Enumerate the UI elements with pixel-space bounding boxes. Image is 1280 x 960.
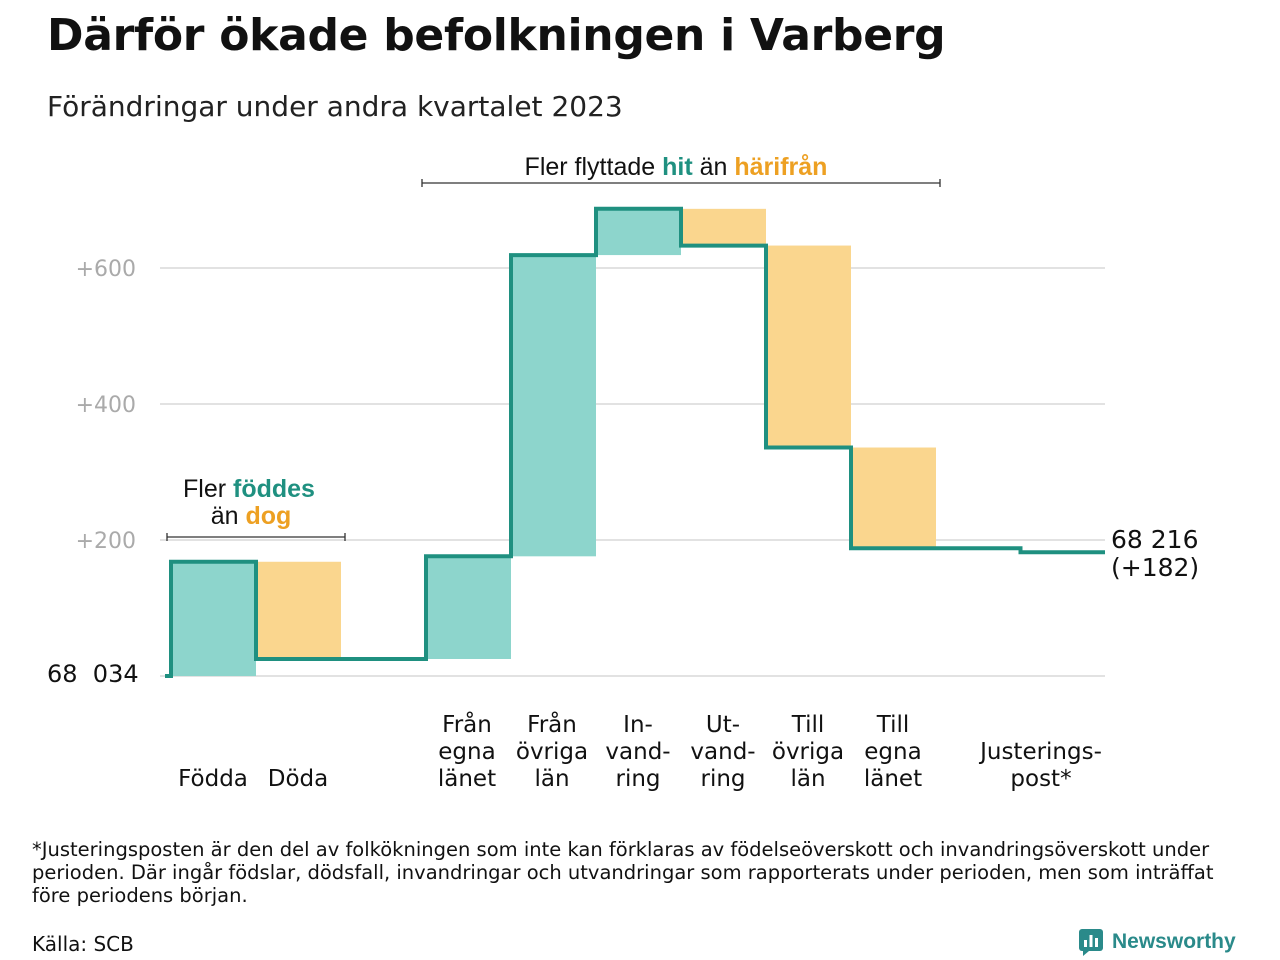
bar-3 — [511, 255, 596, 557]
category-label: län — [534, 766, 569, 792]
category-label: vand- — [690, 739, 755, 765]
base-value-label: 68 034 — [47, 660, 139, 688]
footnote: *Justeringsposten är den del av folkökni… — [32, 838, 1214, 907]
category-labels: Födda DödaFrånegnalänetFrånövrigalänIn-va… — [178, 710, 1102, 792]
bars — [171, 208, 936, 676]
bar-0 — [171, 561, 256, 676]
y-tick-label: +600 — [76, 257, 136, 282]
category-label: Från — [442, 710, 492, 738]
category-label: Till — [876, 712, 910, 738]
category-label: övriga — [772, 739, 844, 765]
annotation-migration: Fler flyttade hit än härifrån — [525, 153, 828, 181]
category-label: Justerings- — [978, 739, 1102, 765]
category-label: Till — [791, 712, 825, 738]
source-note: Källa: SCB — [32, 932, 134, 956]
category-label: Från — [527, 710, 577, 738]
y-tick-labels: +200 +400 +600 — [76, 257, 136, 554]
category-label: vand- — [605, 739, 670, 765]
chart-title: Därför ökade befolkningen i Varberg — [47, 10, 946, 61]
running-total-line — [165, 206, 1105, 678]
annotation-births-line2: än dog — [211, 502, 292, 530]
bar-4 — [596, 208, 681, 256]
category-label: post* — [1010, 766, 1071, 792]
births-bracket — [166, 533, 346, 541]
bar-5 — [681, 208, 766, 246]
category-label: län — [790, 766, 825, 792]
category-label: Ut- — [706, 712, 740, 738]
category-label: Födda — [178, 766, 248, 792]
migration-bracket — [421, 179, 941, 187]
category-label: Döda — [268, 766, 328, 792]
brand-logo[interactable]: Newsworthy — [1078, 928, 1236, 956]
annotation-births-line1: Fler föddes — [183, 475, 315, 503]
category-label: ring — [700, 766, 745, 792]
category-label: egna — [438, 739, 495, 765]
end-change-label: (+182) — [1111, 553, 1199, 582]
grid-lines — [160, 267, 1105, 677]
waterfall-chart: +200+400+600 Födda DödaFrånegnalänetFrånö… — [47, 153, 1199, 792]
bar-2 — [426, 556, 511, 659]
brand-name: Newsworthy — [1112, 930, 1236, 953]
bar-chart-icon — [1079, 929, 1103, 956]
category-label: In- — [623, 712, 653, 738]
category-label: länet — [864, 766, 922, 792]
category-label: ring — [615, 766, 660, 792]
category-label: övriga — [516, 739, 588, 765]
chart-subtitle: Förändringar under andra kvartalet 2023 — [47, 90, 623, 123]
category-label: egna — [864, 739, 921, 765]
bar-1 — [256, 561, 341, 659]
category-label: länet — [438, 766, 496, 792]
bar-7 — [851, 447, 936, 549]
end-value-label: 68 216 — [1111, 525, 1198, 554]
y-tick-label: +200 — [76, 529, 136, 554]
bar-6 — [766, 245, 851, 448]
y-tick-label: +400 — [76, 393, 136, 418]
